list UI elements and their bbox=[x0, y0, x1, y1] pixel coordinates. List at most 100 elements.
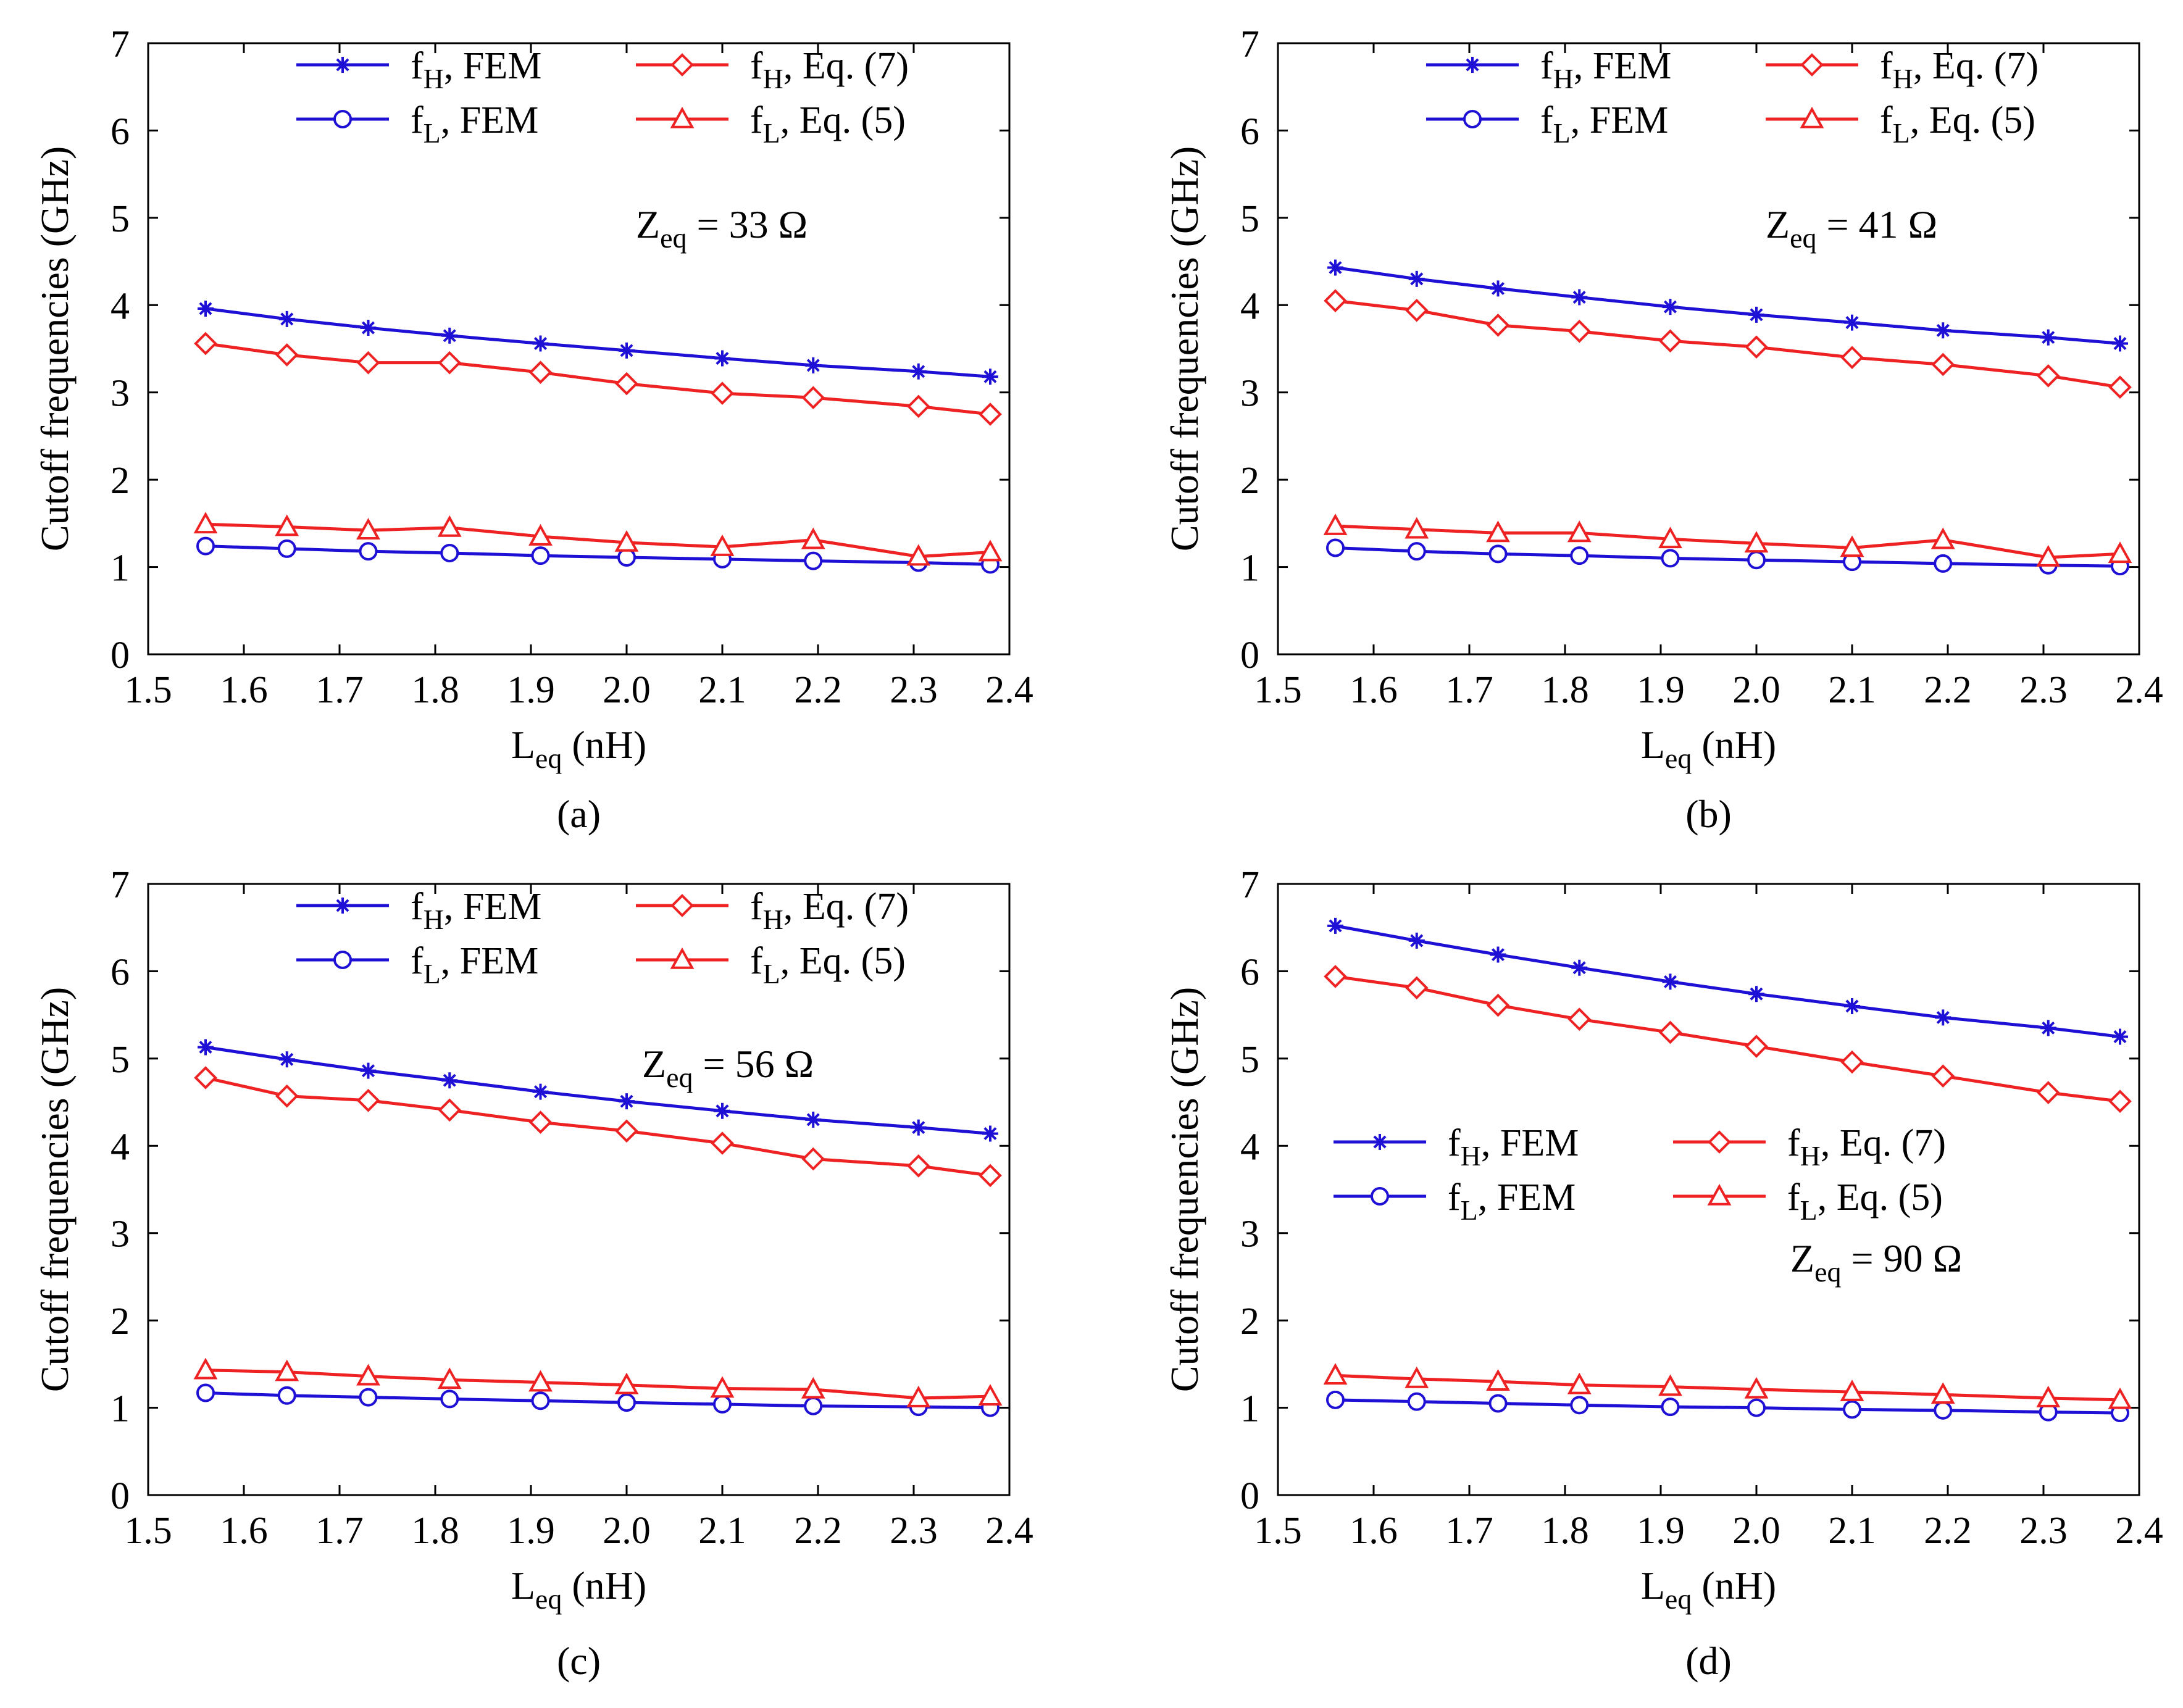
data-point bbox=[801, 1377, 825, 1399]
data-point bbox=[194, 1066, 217, 1089]
data-point bbox=[1748, 986, 1764, 1002]
y-tick-label: 2 bbox=[1240, 460, 1259, 502]
data-point bbox=[1326, 538, 1345, 557]
legend-label-main: f bbox=[750, 45, 763, 87]
legend-label-main: f bbox=[1448, 1122, 1461, 1164]
x-tick-label: 1.9 bbox=[507, 669, 555, 711]
data-point bbox=[1744, 1377, 1769, 1399]
legend-label: fL, Eq. (5) bbox=[750, 99, 906, 149]
y-tick-label: 7 bbox=[111, 23, 130, 65]
impedance-annotation-main: Z bbox=[636, 202, 660, 246]
impedance-annotation: Zeq = 41 Ω bbox=[1766, 202, 1937, 254]
x-axis-label-rest: (nH) bbox=[562, 1564, 646, 1607]
impedance-annotation-rest: = 90 Ω bbox=[1842, 1236, 1963, 1280]
impedance-annotation-sub: eq bbox=[660, 222, 687, 254]
legend: fH, FEM fH, Eq. (7)fL, FEM fL, Eq. (5) bbox=[1426, 45, 2039, 149]
x-tick-label: 2.2 bbox=[794, 1510, 842, 1552]
legend-label-rest: , FEM bbox=[1574, 45, 1671, 87]
legend-marker bbox=[1707, 1183, 1732, 1206]
series-line bbox=[1335, 1398, 2121, 1415]
series-diamond bbox=[194, 1066, 1002, 1188]
x-axis-label-rest: (nH) bbox=[562, 723, 646, 767]
data-point bbox=[1324, 965, 1347, 988]
x-tick-label: 2.1 bbox=[1828, 1510, 1876, 1552]
x-tick-label: 2.1 bbox=[1828, 669, 1876, 711]
y-tick-label: 1 bbox=[111, 1388, 130, 1430]
legend-label-sub: H bbox=[1800, 1140, 1821, 1172]
series-line bbox=[205, 1391, 991, 1410]
data-point bbox=[1935, 322, 1951, 339]
data-point bbox=[356, 1364, 380, 1386]
x-axis-label-sub: eq bbox=[535, 1583, 562, 1615]
x-axis-label: Leq (nH) bbox=[1641, 723, 1776, 774]
x-axis-label: Leq (nH) bbox=[511, 723, 646, 774]
legend-label: fH, FEM bbox=[411, 886, 541, 935]
data-point bbox=[528, 523, 553, 546]
y-tick-label: 0 bbox=[111, 635, 130, 677]
legend-label: fH, FEM bbox=[1448, 1122, 1579, 1172]
legend-label-main: f bbox=[750, 886, 763, 928]
data-point bbox=[979, 402, 1002, 426]
legend: fH, FEM fH, Eq. (7)fL, FEM fL, Eq. (5) bbox=[296, 886, 909, 989]
data-point bbox=[277, 539, 296, 558]
data-point bbox=[1323, 1363, 1348, 1385]
x-axis-label: Leq (nH) bbox=[511, 1564, 646, 1615]
data-point bbox=[528, 1370, 553, 1392]
legend-label-main: f bbox=[750, 99, 763, 141]
x-tick-label: 2.0 bbox=[1732, 669, 1780, 711]
panel-caption: (c) bbox=[557, 1639, 601, 1683]
chart-panel-a: 1.5 1.6 1.7 1.8 1.9 2.0 2.1 2.2 2.3 2.4 0 1 2 3 4 5 6 7 Le… bbox=[33, 23, 1033, 836]
y-tick-label: 3 bbox=[1240, 373, 1259, 415]
x-tick-label: 2.3 bbox=[2019, 669, 2068, 711]
impedance-annotation-sub: eq bbox=[1814, 1256, 1841, 1288]
x-tick-label: 1.6 bbox=[1350, 669, 1398, 711]
data-point bbox=[1405, 298, 1429, 322]
y-tick-label: 1 bbox=[111, 548, 130, 589]
impedance-annotation-rest: = 41 Ω bbox=[1817, 202, 1938, 246]
x-tick-label: 1.5 bbox=[1254, 1510, 1302, 1552]
data-point bbox=[1934, 554, 1953, 573]
data-point bbox=[437, 515, 462, 537]
impedance-annotation-main: Z bbox=[1790, 1236, 1814, 1280]
data-point bbox=[1747, 551, 1766, 570]
data-point bbox=[196, 536, 215, 556]
data-point bbox=[1930, 1382, 1955, 1404]
y-tick-label: 5 bbox=[1240, 1039, 1259, 1081]
legend-marker bbox=[1464, 57, 1480, 73]
series-diamond bbox=[1324, 965, 2132, 1113]
legend-label-sub: L bbox=[763, 117, 780, 149]
legend-label-rest: , FEM bbox=[444, 886, 541, 928]
x-tick-label: 1.7 bbox=[1445, 669, 1493, 711]
series-line bbox=[205, 1045, 991, 1135]
data-point bbox=[2036, 1081, 2060, 1104]
y-axis-label: Cutoff frequencies (GHz) bbox=[1162, 146, 1206, 551]
data-point bbox=[1840, 535, 1864, 557]
data-point bbox=[1323, 513, 1348, 535]
y-tick-label: 6 bbox=[1240, 951, 1259, 993]
data-point bbox=[619, 342, 635, 359]
data-point bbox=[710, 534, 735, 556]
series-triangle bbox=[193, 1357, 1003, 1407]
x-tick-label: 1.9 bbox=[1637, 669, 1685, 711]
y-tick-label: 6 bbox=[111, 951, 130, 993]
x-tick-label: 1.7 bbox=[315, 1510, 364, 1552]
data-point bbox=[906, 1154, 930, 1178]
legend-label-rest: , FEM bbox=[1481, 1122, 1579, 1164]
x-axis-label: Leq (nH) bbox=[1641, 1564, 1776, 1615]
legend-label: fH, FEM bbox=[411, 45, 541, 94]
impedance-annotation-main: Z bbox=[642, 1042, 666, 1086]
data-point bbox=[982, 369, 998, 385]
data-point bbox=[359, 542, 378, 561]
data-point bbox=[1662, 973, 1679, 990]
legend-label-rest: , FEM bbox=[441, 940, 538, 982]
legend-label-main: f bbox=[1787, 1177, 1800, 1219]
series-line bbox=[1335, 299, 2121, 389]
data-point bbox=[441, 1072, 458, 1089]
data-point bbox=[356, 1088, 380, 1112]
data-point bbox=[1327, 259, 1343, 276]
series-diamond bbox=[1324, 289, 2132, 399]
x-axis-label-main: L bbox=[511, 723, 535, 767]
data-point bbox=[1843, 1400, 1861, 1419]
data-point bbox=[1490, 280, 1506, 297]
